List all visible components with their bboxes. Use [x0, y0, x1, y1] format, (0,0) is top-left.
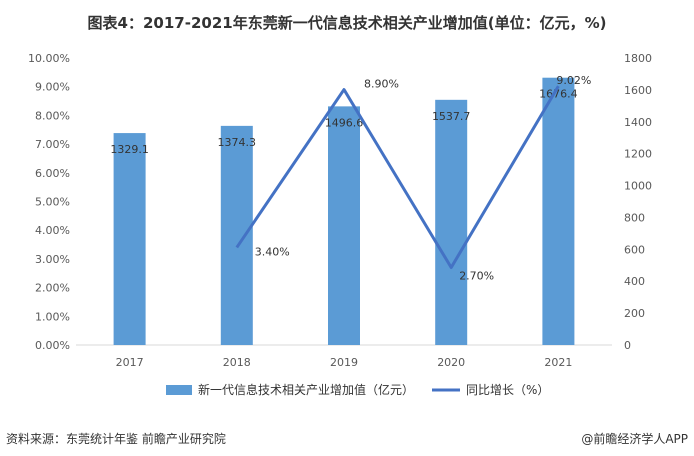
bar-value-label: 1496.6: [325, 116, 364, 129]
bar-value-label: 1374.3: [218, 136, 257, 149]
left-tick-label: 6.00%: [35, 167, 70, 180]
brand-credit: @前瞻经济学人APP: [581, 432, 688, 446]
right-tick-label: 1000: [624, 180, 652, 193]
category-label: 2019: [330, 356, 358, 369]
left-tick-label: 7.00%: [35, 138, 70, 151]
bar-value-label: 1537.7: [432, 110, 471, 123]
right-tick-label: 200: [624, 307, 645, 320]
legend-bar-swatch: [166, 385, 192, 395]
category-label: 2017: [116, 356, 144, 369]
left-tick-label: 3.00%: [35, 253, 70, 266]
line-value-label: 2.70%: [459, 270, 494, 283]
bar: [113, 133, 146, 345]
legend: 新一代信息技术相关产业增加值（亿元） 同比增长（%）: [166, 382, 549, 397]
chart-title: 图表4：2017-2021年东莞新一代信息技术相关产业增加值(单位：亿元，%): [87, 14, 607, 32]
line-value-label: 3.40%: [255, 245, 290, 258]
bar-value-label: 1329.1: [110, 143, 149, 156]
left-tick-label: 5.00%: [35, 196, 70, 209]
bar: [435, 99, 468, 345]
left-tick-label: 9.00%: [35, 81, 70, 94]
right-tick-label: 600: [624, 243, 645, 256]
left-tick-label: 0.00%: [35, 339, 70, 352]
right-tick-label: 1800: [624, 52, 652, 65]
bar-value-label: 1676.4: [539, 88, 578, 101]
category-labels: 2017 2018 2019 2020 2021: [116, 356, 573, 369]
bar-series: [113, 77, 575, 345]
source-note: 资料来源：东莞统计年鉴 前瞻产业研究院: [6, 432, 226, 446]
legend-bar-label: 新一代信息技术相关产业增加值（亿元）: [198, 382, 414, 397]
bar: [220, 125, 253, 345]
line-series: [235, 85, 560, 270]
left-tick-label: 8.00%: [35, 109, 70, 122]
line-value-label: 9.02%: [556, 74, 591, 87]
bar: [328, 106, 360, 345]
right-tick-label: 0: [624, 339, 631, 352]
right-tick-label: 1400: [624, 116, 652, 129]
bar: [542, 77, 575, 345]
right-tick-label: 400: [624, 275, 645, 288]
right-tick-label: 800: [624, 211, 645, 224]
left-tick-label: 4.00%: [35, 224, 70, 237]
left-tick-label: 1.00%: [35, 310, 70, 323]
category-label: 2021: [544, 356, 572, 369]
left-axis-ticks: 0.00% 1.00% 2.00% 3.00% 4.00% 5.00% 6.00% 7.00%…: [28, 52, 70, 352]
legend-line-label: 同比增长（%）: [466, 383, 549, 397]
line-data-labels: 3.40% 8.90% 2.70% 9.02%: [255, 74, 592, 282]
left-tick-label: 10.00%: [28, 52, 70, 65]
bar-data-labels: 1329.1 1374.3 1496.6 1537.7 1676.4: [110, 88, 577, 156]
category-label: 2020: [437, 356, 465, 369]
left-tick-label: 2.00%: [35, 282, 70, 295]
line-value-label: 8.90%: [364, 78, 399, 91]
right-tick-label: 1200: [624, 148, 652, 161]
category-label: 2018: [223, 356, 251, 369]
growth-line: [235, 85, 560, 270]
right-tick-label: 1600: [624, 84, 652, 97]
right-axis-ticks: 0 200 400 600 800 1000 1200 1400 1600 1800: [624, 52, 652, 352]
